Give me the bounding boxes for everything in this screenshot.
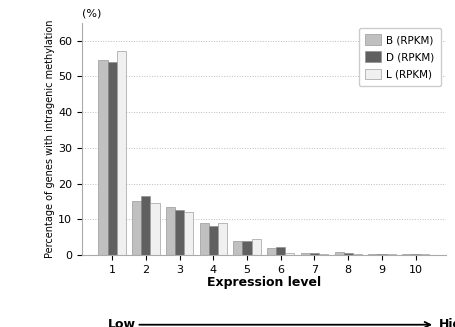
Bar <box>319 254 328 255</box>
Bar <box>252 239 261 255</box>
Bar <box>267 248 276 255</box>
Bar <box>175 210 184 255</box>
Bar <box>301 253 310 255</box>
Legend: B (RPKM), D (RPKM), L (RPKM): B (RPKM), D (RPKM), L (RPKM) <box>359 28 441 86</box>
Bar <box>285 253 294 255</box>
Y-axis label: Percentage of genes with intragenic methylation: Percentage of genes with intragenic meth… <box>46 20 55 258</box>
Bar <box>116 51 126 255</box>
Bar <box>107 62 116 255</box>
Bar <box>334 252 344 255</box>
Bar <box>233 241 243 255</box>
Bar <box>132 201 142 255</box>
Bar <box>344 252 353 255</box>
Bar <box>411 254 420 255</box>
Bar <box>386 254 396 255</box>
Text: Low: Low <box>107 318 136 327</box>
Bar <box>310 253 319 255</box>
X-axis label: Expression level: Expression level <box>207 276 321 289</box>
Bar <box>209 227 218 255</box>
Bar <box>243 241 252 255</box>
Bar <box>200 223 209 255</box>
Bar <box>276 247 285 255</box>
Bar <box>353 254 362 255</box>
Bar <box>184 212 193 255</box>
Text: (%): (%) <box>82 8 101 18</box>
Bar <box>98 60 107 255</box>
Text: High: High <box>439 318 455 327</box>
Bar <box>166 207 175 255</box>
Bar <box>218 223 227 255</box>
Bar <box>377 254 386 255</box>
Bar <box>402 254 411 255</box>
Bar <box>368 254 377 255</box>
Bar <box>420 254 430 255</box>
Bar <box>151 203 160 255</box>
Bar <box>142 196 151 255</box>
